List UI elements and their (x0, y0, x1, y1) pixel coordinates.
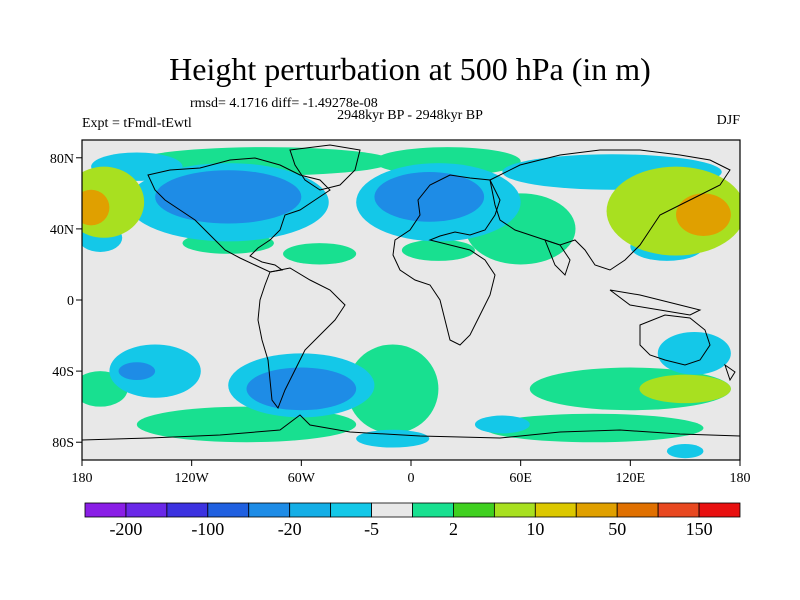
colorbar: -200 -100 -20 -5 2 10 50 150 (84, 502, 741, 539)
colorbar-swatch (698, 502, 741, 518)
center-label: 2948kyr BP - 2948kyr BP (337, 108, 483, 123)
colorbar-label: -5 (364, 519, 379, 539)
colorbar-label: -20 (278, 519, 302, 539)
colorbar-swatch (248, 502, 291, 518)
colorbar-swatch (289, 502, 332, 518)
x-tick-label: 120E (616, 471, 646, 486)
contour-fields (82, 147, 740, 459)
colorbar-swatch (412, 502, 454, 518)
negative-region-3 (374, 172, 485, 222)
x-tick-label: 60E (509, 471, 532, 486)
negative-region-8 (109, 344, 201, 398)
colorbar-label: -200 (109, 519, 142, 539)
colorbar-label: 150 (686, 519, 713, 539)
negative-region-14 (474, 415, 530, 434)
y-tick-label: 40N (50, 223, 74, 238)
negative-region-1 (155, 170, 302, 224)
chart-title: Height perturbation at 500 hPa (in m) (169, 51, 651, 87)
y-axis: 80N 40N 0 40S 80S (50, 152, 82, 451)
coast-asia (489, 149, 731, 271)
colorbar-label: 50 (608, 519, 626, 539)
coast-se-asia (609, 289, 702, 316)
coastlines (82, 144, 740, 441)
negative-region-15 (666, 444, 704, 459)
y-tick-label: 80N (50, 152, 74, 167)
coast-antarctica (82, 414, 740, 441)
coast-north-america (147, 157, 331, 273)
positive-region-3 (676, 193, 731, 237)
positive-region-9 (401, 239, 475, 261)
left-label: Expt = tFmdl-tEwtl (82, 116, 192, 131)
coast-australia (639, 314, 711, 366)
coast-eurafrica (392, 174, 501, 346)
positive-region-10 (347, 344, 439, 434)
negative-region-9 (118, 362, 156, 380)
negative-region-7 (246, 367, 357, 411)
negative-region-13 (356, 429, 430, 448)
colorbar-swatch (166, 502, 209, 518)
right-label: DJF (717, 113, 741, 128)
y-tick-label: 80S (52, 436, 74, 451)
negative-region-10 (657, 332, 731, 375)
y-tick-label: 0 (67, 294, 74, 309)
colorbar-swatch (125, 502, 168, 518)
colorbar-swatch (453, 502, 495, 518)
x-tick-label: 0 (408, 471, 415, 486)
colorbar-swatch (657, 502, 700, 518)
positive-region-1 (82, 189, 110, 226)
coast-south-america (257, 267, 346, 410)
colorbar-swatch (493, 502, 536, 518)
colorbar-label: 2 (449, 519, 458, 539)
x-axis: 180 120W 60W 0 60E 120E 180 (72, 460, 751, 486)
x-tick-label: 120W (175, 471, 210, 486)
colorbar-swatch (207, 502, 250, 518)
stats-label: rmsd= 4.1716 diff= -1.49278e-08 (190, 96, 378, 111)
colorbar-swatch (371, 502, 413, 518)
x-tick-label: 180 (730, 471, 751, 486)
colorbar-swatch (616, 502, 659, 518)
coast-india (544, 239, 571, 276)
colorbar-label: -100 (191, 519, 224, 539)
positive-region-8 (283, 243, 357, 265)
colorbar-swatch (575, 502, 618, 518)
colorbar-swatch (84, 502, 127, 518)
colorbar-swatch (330, 502, 372, 518)
coast-greenland (289, 144, 361, 191)
colorbar-label: 10 (526, 519, 544, 539)
x-tick-label: 180 (72, 471, 93, 486)
colorbar-swatch (534, 502, 577, 518)
positive-region-14 (484, 413, 704, 443)
positive-region-12 (639, 374, 731, 404)
x-tick-label: 60W (288, 471, 316, 486)
y-tick-label: 40S (52, 365, 74, 380)
coast-new-zealand (724, 363, 736, 382)
